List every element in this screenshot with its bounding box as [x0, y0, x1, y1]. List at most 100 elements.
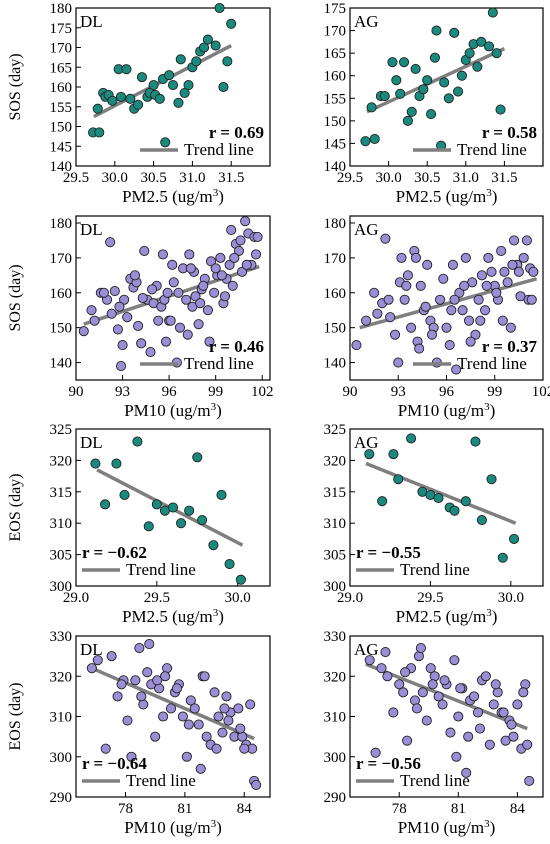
data-point	[360, 136, 371, 147]
data-point	[469, 691, 480, 702]
data-point	[94, 127, 105, 138]
data-point	[175, 54, 186, 65]
x-tick-label: 30.0	[375, 170, 401, 186]
panel-label: AG	[354, 640, 379, 659]
x-tick-label: 29.0	[337, 590, 363, 606]
data-point	[513, 266, 524, 277]
data-point	[183, 719, 194, 730]
y-tick-label: 320	[324, 453, 347, 469]
data-point	[134, 643, 145, 654]
correlation-label: r = 0.46	[209, 337, 264, 356]
data-point	[528, 266, 539, 277]
data-point	[400, 667, 411, 678]
data-point	[372, 308, 383, 319]
data-point	[217, 727, 228, 738]
data-point	[449, 294, 460, 305]
data-point	[422, 259, 433, 270]
data-point	[370, 747, 381, 758]
x-tick-label: 102	[251, 384, 274, 400]
data-point	[100, 743, 111, 754]
data-point	[173, 97, 184, 108]
data-point	[369, 287, 380, 298]
data-point	[136, 691, 147, 702]
data-point	[176, 518, 187, 529]
data-point	[486, 266, 497, 277]
y-axis-label: EOS (day)	[7, 683, 24, 751]
data-point	[499, 266, 510, 277]
data-point	[351, 340, 362, 351]
data-point	[502, 277, 513, 288]
y-tick-label: 290	[324, 790, 347, 806]
data-point	[143, 521, 154, 532]
correlation-label: r = −0.62	[82, 543, 147, 562]
y-tick-label: 150	[50, 321, 73, 337]
data-point	[451, 364, 462, 375]
data-point	[518, 252, 529, 263]
data-point	[114, 301, 125, 312]
data-point	[481, 280, 492, 291]
data-point	[438, 273, 449, 284]
data-point	[455, 683, 466, 694]
y-tick-label: 155	[50, 100, 73, 116]
y-tick-label: 175	[50, 21, 73, 37]
data-point	[189, 703, 200, 714]
data-point	[521, 235, 532, 246]
data-point	[251, 779, 262, 790]
x-tick-label: 30.0	[225, 590, 251, 606]
data-point	[387, 57, 398, 68]
x-tick-label: 30.5	[414, 170, 440, 186]
data-point	[112, 691, 123, 702]
data-point	[177, 711, 188, 722]
y-tick-label: 315	[50, 485, 73, 501]
data-point	[431, 25, 442, 36]
y-tick-label: 165	[324, 46, 347, 62]
data-point	[106, 308, 117, 319]
data-point	[121, 64, 132, 75]
y-tick-label: 170	[324, 251, 347, 267]
data-point	[109, 285, 120, 297]
data-point	[167, 79, 179, 91]
x-tick-label: 96	[439, 384, 455, 400]
data-point	[133, 320, 144, 331]
y-tick-label: 160	[324, 69, 347, 85]
data-point	[160, 137, 171, 148]
y-tick-label: 150	[50, 120, 73, 136]
data-point	[439, 675, 450, 686]
data-point	[377, 496, 388, 507]
data-point	[508, 533, 520, 544]
legend-label: Trend line	[184, 354, 254, 373]
y-tick-label: 315	[324, 485, 347, 501]
data-point	[464, 48, 475, 59]
panel-label: DL	[80, 220, 103, 239]
data-point	[484, 739, 495, 750]
data-point	[119, 294, 130, 305]
data-point	[433, 493, 444, 504]
panel-p3: 90 93 96 99 102 140 150 160 170 180 PM10 (ug/m3) SO…	[7, 215, 274, 420]
data-point	[411, 703, 423, 714]
data-point	[415, 643, 426, 654]
y-tick-label: 320	[50, 669, 73, 685]
data-point	[472, 707, 484, 718]
y-tick-label: 325	[50, 422, 73, 438]
data-point	[480, 305, 491, 316]
data-point	[461, 767, 472, 778]
data-point	[522, 739, 533, 750]
plot-frame	[75, 215, 271, 381]
y-tick-label: 180	[50, 1, 73, 17]
data-point	[495, 104, 506, 115]
data-point	[204, 336, 215, 347]
data-point	[470, 329, 481, 340]
trend-line	[365, 461, 517, 525]
data-point	[142, 667, 153, 678]
data-point	[224, 558, 235, 570]
data-point	[111, 458, 122, 469]
data-point	[460, 252, 471, 263]
data-point	[451, 751, 462, 762]
data-point	[422, 75, 433, 86]
data-point	[490, 679, 501, 690]
data-point	[453, 711, 464, 722]
data-point	[198, 42, 210, 53]
x-axis-label: PM2.5 (ug/m3)	[122, 187, 224, 206]
data-point	[184, 249, 195, 260]
data-point	[240, 216, 251, 227]
